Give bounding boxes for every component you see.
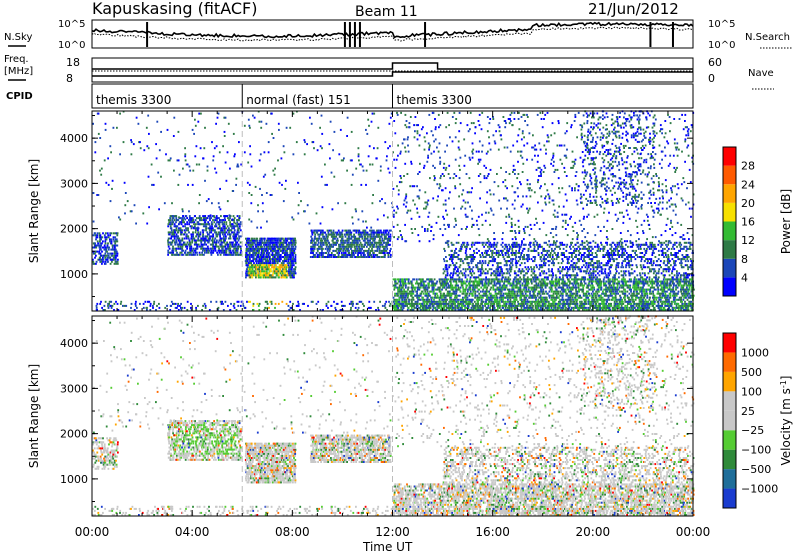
y-tick-label: 4000 [60,132,88,145]
time-axis: 00:00 04:00 08:00 12:00 16:00 20:00 00:00 [75,525,711,539]
colorbar-swatch [723,352,736,372]
colorbar-tick-label: 25 [741,405,755,418]
y-tick-label: 3000 [60,177,88,190]
colorbar-tick-label: 12 [741,234,755,247]
x-axis-title: Time UT [362,540,413,554]
colorbar-title: Power [dB] [779,189,793,254]
y-tick-label: 2000 [60,428,88,441]
colorbar-swatch [723,240,736,259]
x-tick-label: 12:00 [375,525,410,539]
freq-unit: [MHz] [4,66,33,77]
colorbar-swatch [723,488,736,508]
noise-search-trace [91,26,694,42]
y-tick-label: 1000 [60,473,88,486]
colorbar-swatch [723,410,736,431]
noise-search-label: N.Search [745,32,790,43]
cpid-segment-label: normal (fast) 151 [246,93,350,107]
colorbar-swatch [723,391,736,411]
noise-right-tick-low: 10^0 [708,40,735,51]
colorbar-tick-label: −100 [741,444,771,457]
colorbar-swatch [723,165,736,185]
colorbar-tick-label: 500 [741,366,762,379]
colorbar-tick-label: 28 [741,160,755,173]
velocity-panel: 1000 2000 3000 4000 Slant Range [km] [27,315,695,517]
colorbar-title: Velocity [m s-1] [779,376,793,466]
freq-trace [92,71,693,77]
nave-right-tick-low: 0 [708,72,715,85]
cpid-segment-label: themis 3300 [397,93,472,107]
date-label: 21/Jun/2012 [588,0,679,18]
x-tick-label: 20:00 [576,525,611,539]
cpid-segment-label: themis 3300 [96,93,171,107]
colorbar-swatch [723,277,736,296]
noise-sky-trace [91,21,694,39]
colorbar-swatch [723,371,736,392]
colorbar-tick-label: 16 [741,216,755,229]
velocity-colorbar: 1000 500 100 25 −25 −100 −500 −1000 Velocity [m … [722,332,793,509]
colorbar-tick-label: 8 [741,253,748,266]
colorbar-tick-label: 100 [741,385,762,398]
colorbar-swatch [723,202,736,222]
x-tick-label: 00:00 [75,525,110,539]
freq-left-tick-low: 8 [66,72,73,85]
power-panel: 1000 2000 3000 4000 Slant Range [km] [27,110,695,312]
x-tick-label: 00:00 [676,525,711,539]
colorbar-tick-label: 20 [741,197,755,210]
nave-label: Nave [748,68,774,79]
y-tick-label: 2000 [60,223,88,236]
colorbar-tick-label: −500 [741,463,771,476]
freq-traces [92,62,693,77]
noise-traces [91,21,694,47]
noise-panel: N.Sky 10^5 10^0 10^5 10^0 N.Search [4,19,792,51]
y-tick-label: 1000 [60,268,88,281]
noise-sky-label: N.Sky [4,32,32,43]
x-tick-label: 08:00 [275,525,310,539]
colorbar-tick-label: −1000 [741,483,778,496]
cpid-panel: CPID themis 3300 normal (fast) 151 themis … [6,83,694,109]
colorbar-swatch [723,258,736,278]
colorbar-swatch [723,221,736,241]
power-colorbar: 4 8 12 16 20 24 28 Power [dB] [722,146,793,297]
y-tick-label: 3000 [60,382,88,395]
nave-right-tick-high: 60 [708,56,722,69]
freq-label: Freq. [4,54,29,65]
noise-left-tick-high: 10^5 [58,19,85,30]
colorbar-swatch [723,184,736,203]
y-axis-title: Slant Range [km] [27,159,41,263]
beam-label: Beam 11 [355,4,418,20]
station-title: Kapuskasing (fitACF) [92,0,257,18]
colorbar-swatch [723,147,736,166]
nave-trace [92,62,693,70]
noise-left-tick-low: 10^0 [58,40,85,51]
y-axis-title: Slant Range [km] [27,364,41,468]
noise-right-tick-high: 10^5 [708,19,735,30]
y-tick-label: 4000 [60,337,88,350]
colorbar-swatch [723,333,736,353]
colorbar-swatch [723,469,736,489]
x-tick-label: 16:00 [475,525,510,539]
freq-panel: Freq. [MHz] 18 8 60 0 Nave [4,54,774,90]
colorbar-tick-label: −25 [741,424,764,437]
colorbar-tick-label: 24 [741,178,755,191]
colorbar-tick-label: 1000 [741,346,769,359]
colorbar-swatch [723,430,736,450]
x-tick-label: 04:00 [175,525,210,539]
freq-left-tick-high: 18 [66,56,80,69]
colorbar-tick-label: 4 [741,271,748,284]
cpid-label: CPID [6,91,33,102]
colorbar-swatch [723,449,736,470]
